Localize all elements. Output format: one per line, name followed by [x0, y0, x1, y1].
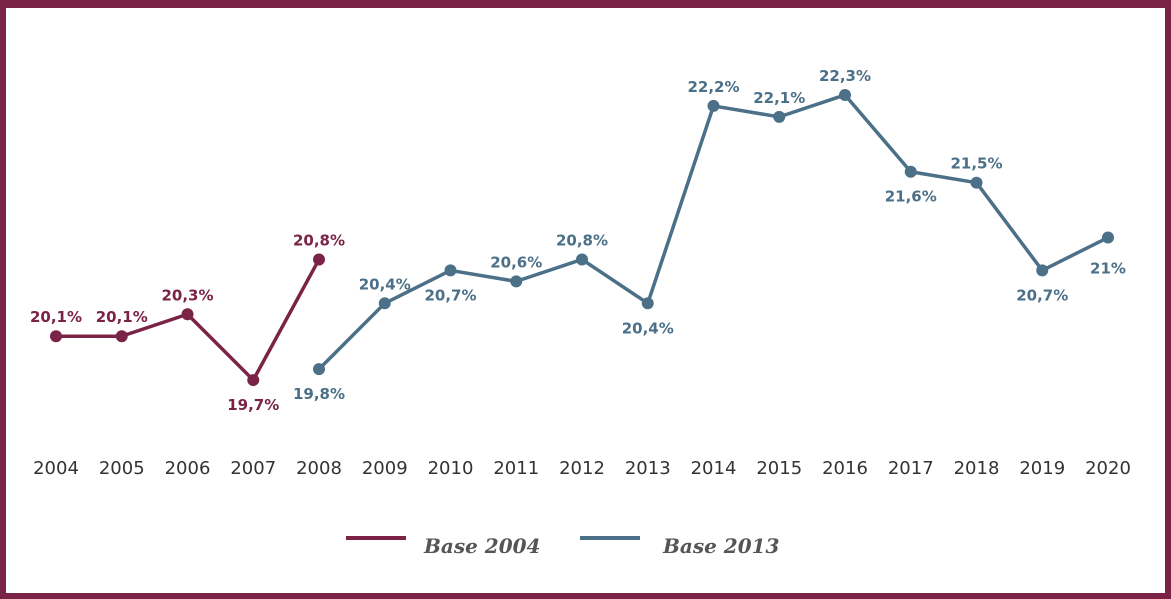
data-point-base-2004-2008: [313, 253, 325, 266]
data-point-base-2013-2017: [904, 165, 917, 178]
x-tick-2016: 2016: [822, 458, 868, 479]
data-label-base-2013-2016: 22,3%: [819, 67, 871, 85]
data-point-base-2004-2007: [247, 374, 260, 387]
x-axis: 2004 2005 2006 2007 2008 2009 2010 2011 2012 2013…: [33, 458, 1131, 479]
x-tick-2013: 2013: [625, 458, 671, 479]
x-tick-2020: 2020: [1085, 458, 1131, 479]
data-label-base-2013-2014: 22,2%: [687, 78, 739, 96]
x-tick-2014: 2014: [691, 458, 737, 479]
x-tick-2017: 2017: [888, 458, 934, 479]
data-label-base-2013-2012: 20,8%: [556, 231, 608, 249]
data-point-base-2013-2011: [510, 275, 523, 288]
data-label-base-2013-2018: 21,5%: [950, 155, 1002, 173]
x-tick-2018: 2018: [954, 458, 1000, 479]
data-point-base-2013-2008: [313, 363, 325, 376]
x-tick-2006: 2006: [165, 458, 211, 479]
data-labels: 20,1% 20,1% 20,3% 19,7% 20,8% 19,8% 20,4% 20,7%…: [30, 67, 1126, 414]
data-point-base-2004-2006: [181, 308, 194, 321]
data-label-base-2004-2004: 20,1%: [30, 308, 82, 326]
data-point-base-2013-2016: [839, 88, 851, 101]
data-label-base-2004-2008: 20,8%: [293, 231, 345, 249]
series-points: [50, 88, 1114, 387]
top-border: [0, 0, 1171, 8]
x-tick-2004: 2004: [33, 458, 79, 479]
legend-label-base-2004: Base 2004: [423, 534, 540, 558]
data-label-base-2004-2005: 20,1%: [96, 308, 148, 326]
data-point-base-2013-2020: [1102, 231, 1114, 244]
data-label-base-2013-2020: 21%: [1090, 260, 1126, 278]
data-label-base-2013-2015: 22,1%: [753, 89, 805, 107]
legend-label-base-2013: Base 2013: [662, 534, 780, 558]
data-point-base-2004-2004: [50, 330, 62, 343]
data-point-base-2013-2018: [970, 176, 983, 189]
data-label-base-2004-2006: 20,3%: [161, 286, 213, 304]
data-point-base-2004-2005: [115, 330, 128, 343]
series-line-base-2013: [317, 93, 1109, 371]
x-tick-2015: 2015: [756, 458, 802, 479]
x-tick-2007: 2007: [230, 458, 276, 479]
data-label-base-2013-2019: 20,7%: [1016, 286, 1068, 304]
x-tick-2008: 2008: [296, 458, 342, 479]
data-point-base-2013-2015: [773, 110, 786, 123]
data-label-base-2013-2011: 20,6%: [490, 253, 542, 271]
data-point-base-2013-2013: [641, 297, 654, 310]
data-point-base-2013-2014: [707, 99, 720, 112]
x-tick-2011: 2011: [493, 458, 539, 479]
data-label-base-2013-2008: 19,8%: [293, 385, 345, 403]
data-point-base-2013-2019: [1036, 264, 1049, 277]
data-point-base-2013-2012: [576, 253, 588, 266]
data-point-base-2013-2009: [378, 297, 391, 310]
x-tick-2005: 2005: [99, 458, 145, 479]
data-label-base-2013-2017: 21,6%: [885, 188, 937, 206]
data-point-base-2013-2010: [444, 264, 457, 277]
x-tick-2010: 2010: [428, 458, 474, 479]
x-tick-2012: 2012: [559, 458, 605, 479]
legend: Base 2004 Base 2013: [346, 534, 780, 558]
data-label-base-2013-2010: 20,7%: [424, 286, 476, 304]
data-label-base-2013-2013: 20,4%: [622, 319, 674, 337]
data-label-base-2013-2009: 20,4%: [359, 275, 411, 293]
data-label-base-2004-2007: 19,7%: [227, 396, 279, 414]
x-tick-2019: 2019: [1019, 458, 1065, 479]
x-tick-2009: 2009: [362, 458, 408, 479]
